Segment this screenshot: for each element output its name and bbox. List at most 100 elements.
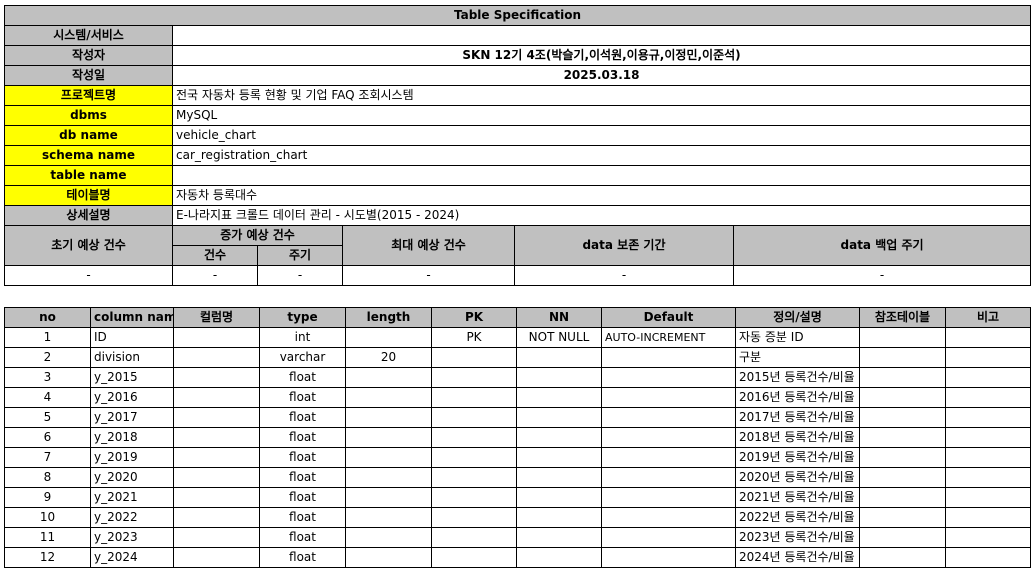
spec-row-label: dbms [4, 105, 173, 126]
spec-row-label: 상세설명 [4, 205, 173, 226]
spec-title: Table Specification [3, 5, 1032, 26]
cell-nn [516, 507, 602, 528]
table-row: 9 y_2021 float 2021년 등록건수/비율 [4, 487, 1031, 508]
table-row: 6 y_2018 float 2018년 등록건수/비율 [4, 427, 1031, 448]
table-row: 2 division varchar 20 구분 [4, 347, 1031, 368]
cell-kname [173, 327, 260, 348]
cell-length [345, 407, 432, 428]
cell-pk [431, 527, 517, 548]
cell-pk [431, 447, 517, 468]
cell-desc: 2023년 등록건수/비율 [735, 527, 860, 548]
table-row: 8 y_2020 float 2020년 등록건수/비율 [4, 467, 1031, 488]
cell-desc: 2022년 등록건수/비율 [735, 507, 860, 528]
cell-no: 10 [4, 507, 91, 528]
estimate-value-row: - - - - - - [4, 265, 1032, 286]
spec-row-label: 작성자 [4, 45, 173, 66]
cell-nn [516, 347, 602, 368]
column-header-cell: type [259, 307, 346, 328]
cell-length [345, 327, 432, 348]
cell-note [945, 507, 1031, 528]
cell-kname [173, 387, 260, 408]
column-header-cell: 정의/설명 [735, 307, 860, 328]
cell-default [601, 427, 736, 448]
cell-pk [431, 507, 517, 528]
cell-no: 7 [4, 447, 91, 468]
cell-default [601, 407, 736, 428]
spec-row: 상세설명 E-나라지표 크롤드 데이터 관리 - 시도별(2015 - 2024) [4, 205, 1032, 226]
table-row: 4 y_2016 float 2016년 등록건수/비율 [4, 387, 1031, 408]
cell-type: varchar [259, 347, 346, 368]
cell-name: y_2015 [90, 367, 174, 388]
cell-name: y_2023 [90, 527, 174, 548]
cell-type: float [259, 367, 346, 388]
table-row: 1 ID int PK NOT NULL AUTO-INCREMENT 자동 증분 ID [4, 327, 1031, 348]
spec-row-label: 테이블명 [4, 185, 173, 206]
spec-row: db name vehicle_chart [4, 125, 1032, 146]
cell-desc: 2020년 등록건수/비율 [735, 467, 860, 488]
cell-nn [516, 387, 602, 408]
cell-nn [516, 487, 602, 508]
cell-note [945, 447, 1031, 468]
cell-length [345, 547, 432, 568]
spec-row: 프로젝트명 전국 자동차 등록 현황 및 기업 FAQ 조회시스템 [4, 85, 1032, 106]
cell-note [945, 547, 1031, 568]
column-header-cell: 컬럼명 [173, 307, 260, 328]
cell-kname [173, 407, 260, 428]
cell-kname [173, 527, 260, 548]
cell-kname [173, 347, 260, 368]
cell-length [345, 527, 432, 548]
cell-desc: 2017년 등록건수/비율 [735, 407, 860, 428]
cell-pk [431, 487, 517, 508]
cell-type: float [259, 427, 346, 448]
spec-row: 작성자 SKN 12기 4조(박슬기,이석원,이용규,이정민,이준석) [4, 45, 1032, 66]
spec-row-value: 2025.03.18 [171, 65, 1032, 86]
cell-note [945, 387, 1031, 408]
cell-type: float [259, 507, 346, 528]
cell-pk [431, 467, 517, 488]
cell-default [601, 387, 736, 408]
cell-name: y_2022 [90, 507, 174, 528]
spec-row-label: 시스템/서비스 [4, 25, 173, 46]
cycle-label: 주기 [257, 245, 343, 266]
cell-type: float [259, 407, 346, 428]
cell-type: float [259, 527, 346, 548]
spec-row: table name [4, 165, 1032, 186]
cell-length [345, 367, 432, 388]
retention-value: - [514, 265, 734, 286]
cell-ref [859, 427, 946, 448]
cell-length [345, 507, 432, 528]
table-row: 7 y_2019 float 2019년 등록건수/비율 [4, 447, 1031, 468]
column-header-cell: 참조테이블 [859, 307, 946, 328]
cell-no: 4 [4, 387, 91, 408]
cell-kname [173, 427, 260, 448]
cell-type: float [259, 387, 346, 408]
cell-type: float [259, 487, 346, 508]
cell-ref [859, 487, 946, 508]
table-row: 3 y_2015 float 2015년 등록건수/비율 [4, 367, 1031, 388]
cell-default [601, 467, 736, 488]
cell-nn [516, 367, 602, 388]
cell-desc: 2019년 등록건수/비율 [735, 447, 860, 468]
cell-no: 11 [4, 527, 91, 548]
cell-no: 8 [4, 467, 91, 488]
retention-label: data 보존 기간 [514, 225, 734, 266]
cell-length: 20 [345, 347, 432, 368]
cell-pk [431, 547, 517, 568]
cell-name: y_2017 [90, 407, 174, 428]
count-value: - [172, 265, 258, 286]
cell-no: 9 [4, 487, 91, 508]
cell-name: division [90, 347, 174, 368]
cell-pk [431, 347, 517, 368]
column-header-cell: NN [516, 307, 602, 328]
initial-estimate-label: 초기 예상 건수 [4, 225, 173, 266]
cell-desc: 2015년 등록건수/비율 [735, 367, 860, 388]
cell-name: y_2016 [90, 387, 174, 408]
column-header-cell: Default [601, 307, 736, 328]
cell-pk [431, 387, 517, 408]
spec-row-label: schema name [4, 145, 173, 166]
cell-length [345, 447, 432, 468]
cell-desc: 자동 증분 ID [735, 327, 860, 348]
spec-row-label: db name [4, 125, 173, 146]
cell-kname [173, 467, 260, 488]
spec-row-label: 프로젝트명 [4, 85, 173, 106]
